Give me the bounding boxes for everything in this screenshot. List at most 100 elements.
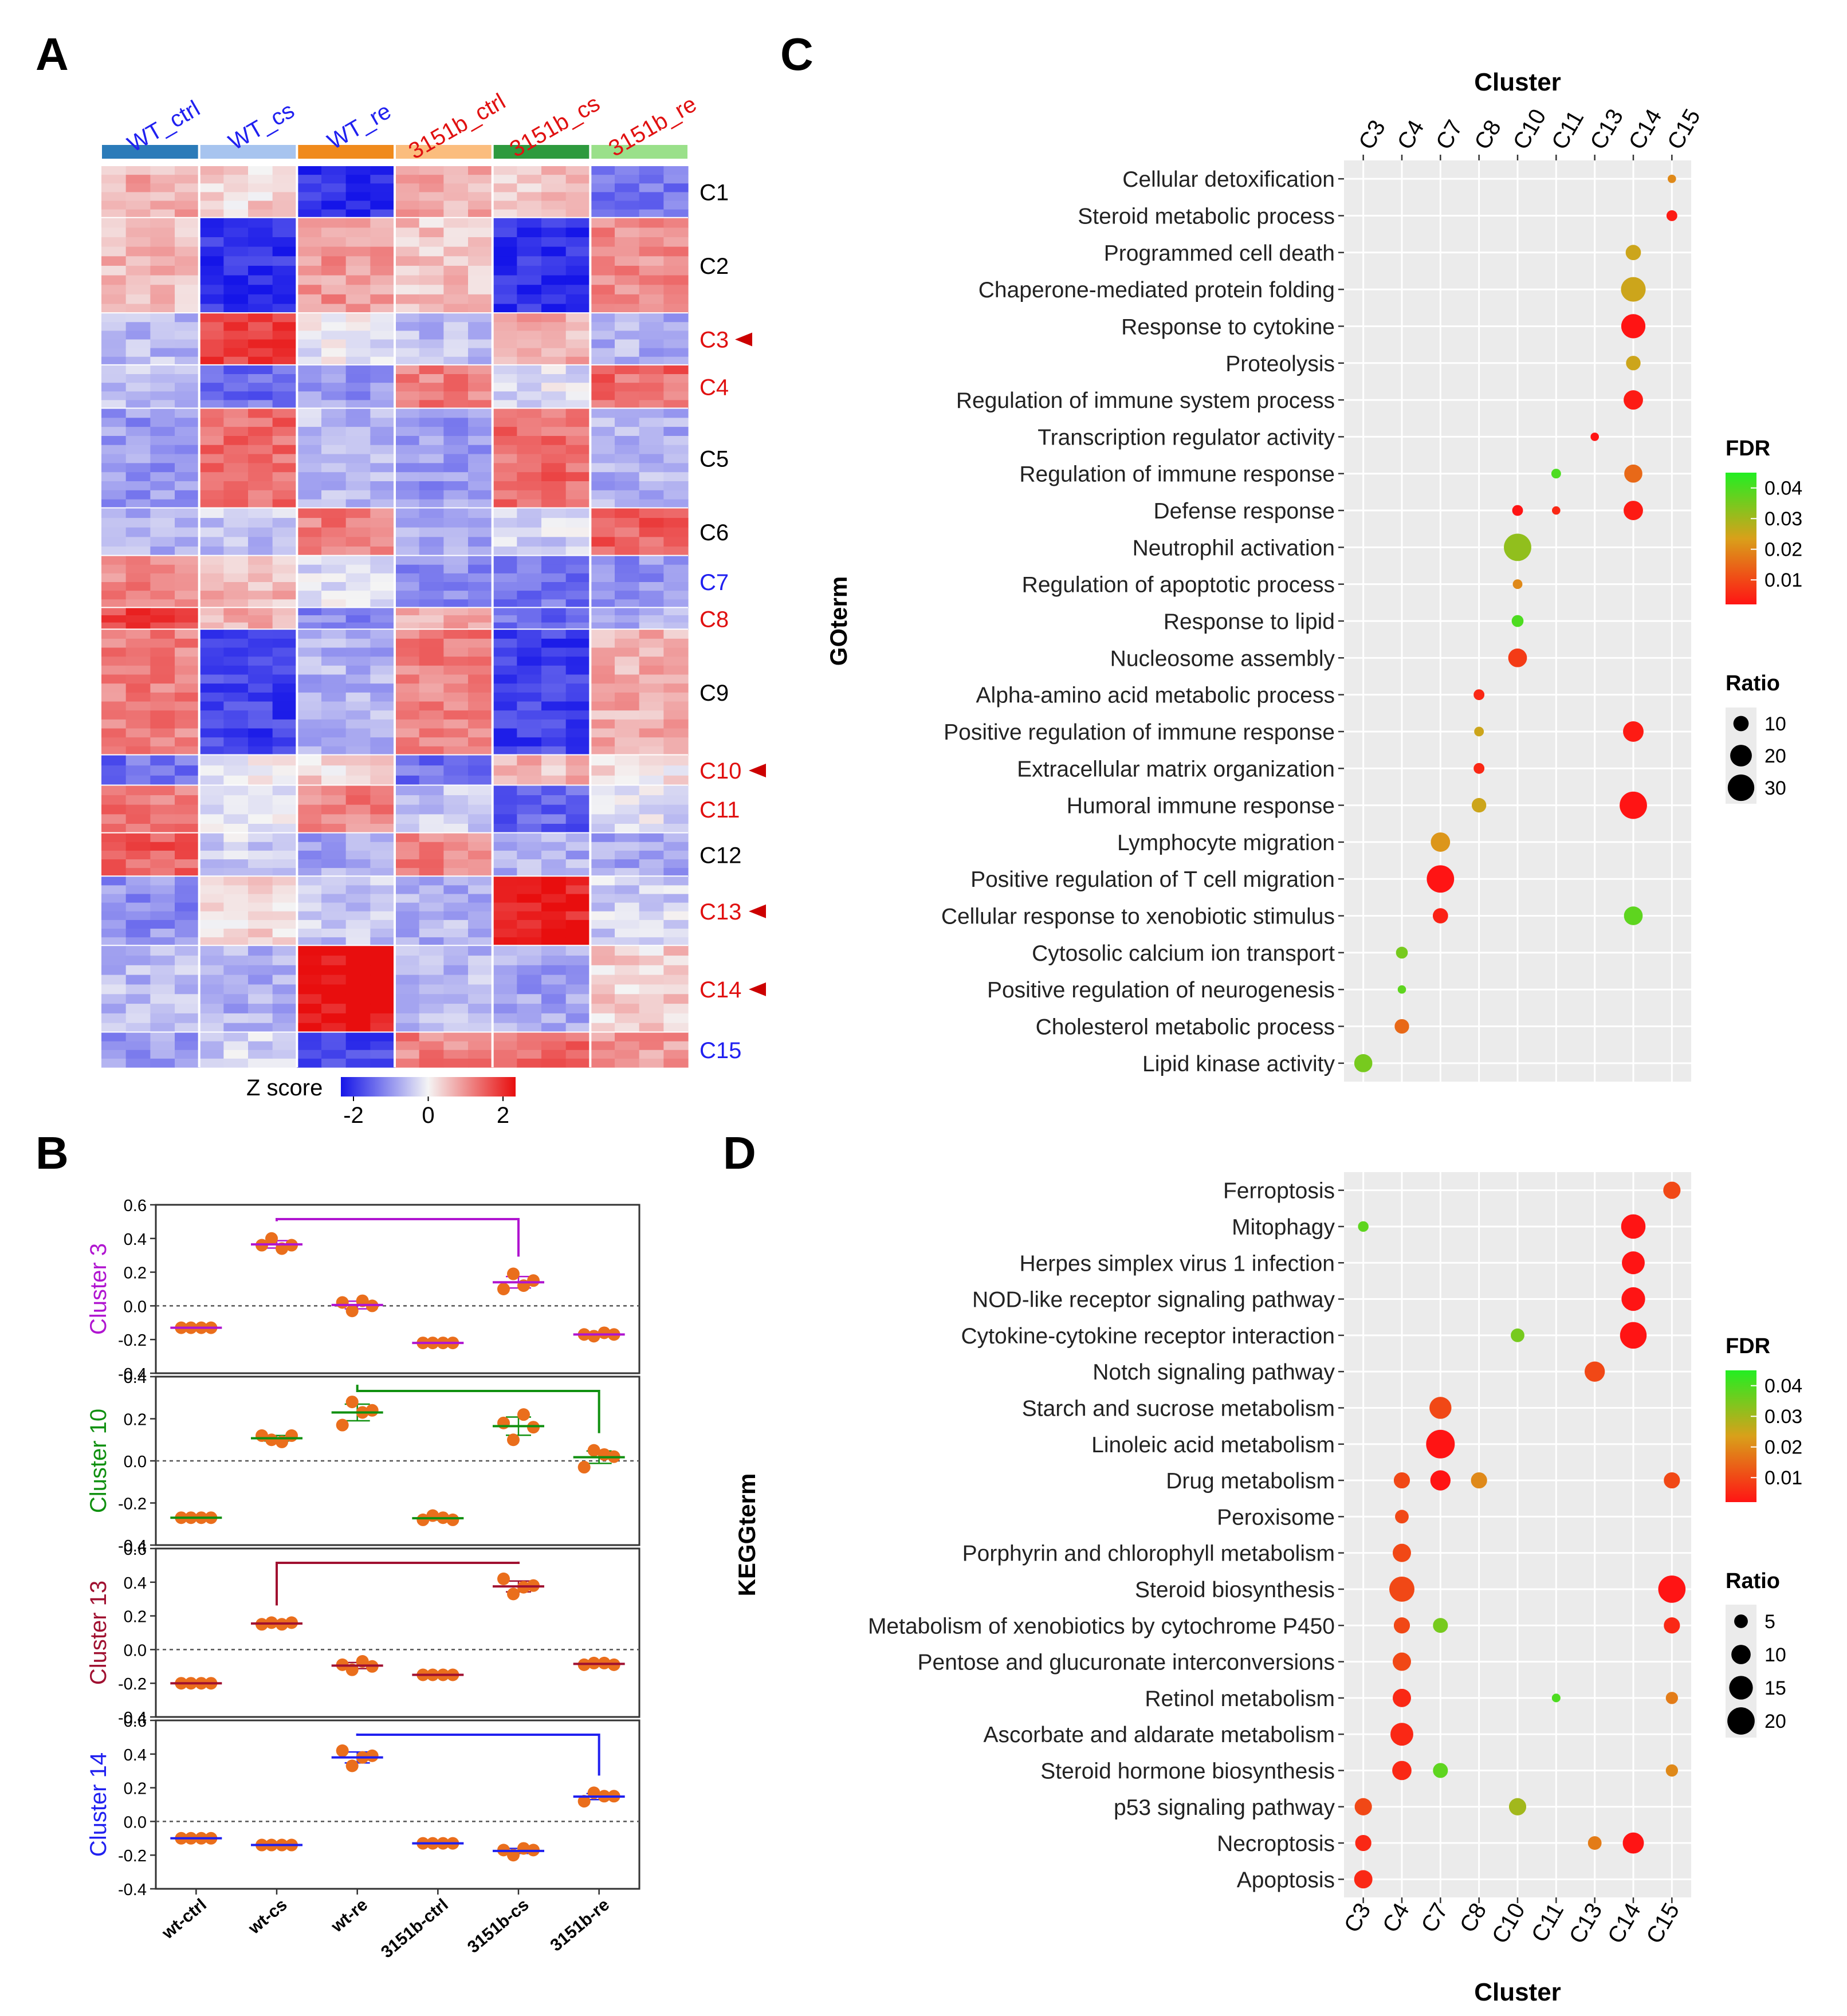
heatmap-cell	[590, 1032, 615, 1042]
heatmap-cell	[223, 638, 249, 649]
heatmap-cell	[517, 348, 542, 357]
heatmap-cell	[565, 218, 591, 228]
heatmap-cell	[248, 400, 273, 410]
term-label-positive-regulation-of-neurogenesis: Positive regulation of neurogenesis	[987, 978, 1335, 1003]
heatmap-cell	[541, 265, 567, 276]
heatmap-cell	[639, 209, 664, 219]
heatmap-cell	[370, 408, 395, 418]
data-point	[497, 1416, 510, 1429]
heatmap-cell	[590, 508, 615, 518]
heatmap-cell	[297, 304, 322, 314]
data-point	[587, 1444, 600, 1457]
heatmap-cell	[590, 755, 615, 766]
heatmap-cell	[419, 833, 444, 843]
heatmap-cell	[492, 929, 517, 938]
heatmap-cell	[321, 454, 347, 463]
heatmap-cell	[565, 984, 591, 995]
heatmap-cell	[565, 472, 591, 482]
heatmap-cell	[517, 657, 542, 666]
heatmap-cell	[101, 556, 127, 565]
heatmap-cell	[492, 984, 517, 995]
heatmap-cell	[345, 622, 371, 630]
heatmap-cell	[199, 237, 224, 247]
heatmap-cell	[150, 674, 175, 684]
heatmap-cell	[272, 1041, 297, 1051]
heatmap-cell	[101, 339, 127, 349]
heatmap-cell	[150, 737, 175, 747]
heatmap-cell	[517, 166, 542, 175]
heatmap-cell	[639, 657, 664, 666]
heatmap-cell	[639, 608, 664, 616]
heatmap-cell	[223, 183, 249, 192]
heatmap-cell	[468, 490, 493, 500]
heatmap-cell	[150, 974, 175, 985]
heatmap-cell	[639, 192, 664, 202]
heatmap-cell	[639, 775, 664, 787]
heatmap-cell	[321, 227, 347, 238]
heatmap-cell	[443, 527, 469, 537]
heatmap-cell	[345, 481, 371, 491]
heatmap-cell	[395, 877, 420, 886]
heatmap-cell	[175, 518, 200, 528]
heatmap-cell	[370, 911, 395, 921]
heatmap-cell	[443, 481, 469, 491]
heatmap-cell	[663, 765, 689, 776]
heatmap-cell	[492, 902, 517, 912]
heatmap-cell	[419, 527, 444, 537]
heatmap-cell	[199, 418, 224, 427]
heatmap-cell	[639, 166, 664, 175]
heatmap-cell	[517, 573, 542, 583]
heatmap-cell	[175, 710, 200, 720]
heatmap-cell	[443, 674, 469, 684]
heatmap-cell	[517, 710, 542, 720]
heatmap-cell	[443, 400, 469, 410]
heatmap-cell	[248, 804, 273, 815]
heatmap-cell	[468, 481, 493, 491]
heatmap-cell	[297, 537, 322, 547]
heatmap-cell	[101, 692, 127, 702]
heatmap-cell	[125, 454, 151, 463]
heatmap-cell	[443, 313, 469, 323]
heatmap-cell	[175, 683, 200, 693]
heatmap-cell	[321, 746, 347, 756]
heatmap-cell	[175, 630, 200, 639]
heatmap-cell	[321, 622, 347, 630]
heatmap-cell	[345, 418, 371, 427]
bubble-herpes-simplex-virus-1-infection-c14	[1622, 1251, 1645, 1275]
heatmap-cell	[370, 304, 395, 314]
heatmap-cell	[199, 294, 224, 305]
heatmap-cell	[345, 400, 371, 410]
heatmap-cell	[150, 937, 175, 946]
heatmap-cell	[345, 166, 371, 175]
heatmap-cell	[150, 508, 175, 518]
heatmap-cell	[321, 391, 347, 400]
heatmap-cell	[492, 919, 517, 929]
heatmap-cell	[395, 582, 420, 591]
heatmap-cell	[223, 701, 249, 711]
data-point	[345, 1304, 359, 1318]
heatmap-cell	[272, 518, 297, 528]
heatmap-cell	[468, 746, 493, 756]
heatmap-cell	[321, 573, 347, 583]
heatmap-cell	[101, 974, 127, 985]
heatmap-cell	[297, 737, 322, 747]
heatmap-cell	[321, 701, 347, 711]
heatmap-cluster-c13	[101, 877, 689, 946]
heatmap-cell	[492, 877, 517, 886]
heatmap-cell	[492, 956, 517, 966]
bubble-steroid-metabolic-process-c15	[1666, 210, 1677, 221]
column-color-bar	[590, 144, 689, 160]
heatmap-cell	[370, 527, 395, 537]
heatmap-cell	[223, 518, 249, 528]
heatmap-cell	[468, 638, 493, 649]
term-label-retinol-metabolism: Retinol metabolism	[1145, 1687, 1335, 1711]
heatmap-cell	[101, 192, 127, 202]
heatmap-cell	[541, 929, 567, 938]
heatmap-cell	[272, 937, 297, 946]
heatmap-cell	[321, 400, 347, 410]
heatmap-cell	[615, 755, 640, 766]
heatmap-cell	[101, 804, 127, 815]
heatmap-cell	[297, 728, 322, 738]
heatmap-cell	[175, 1023, 200, 1033]
heatmap-cell	[345, 775, 371, 787]
